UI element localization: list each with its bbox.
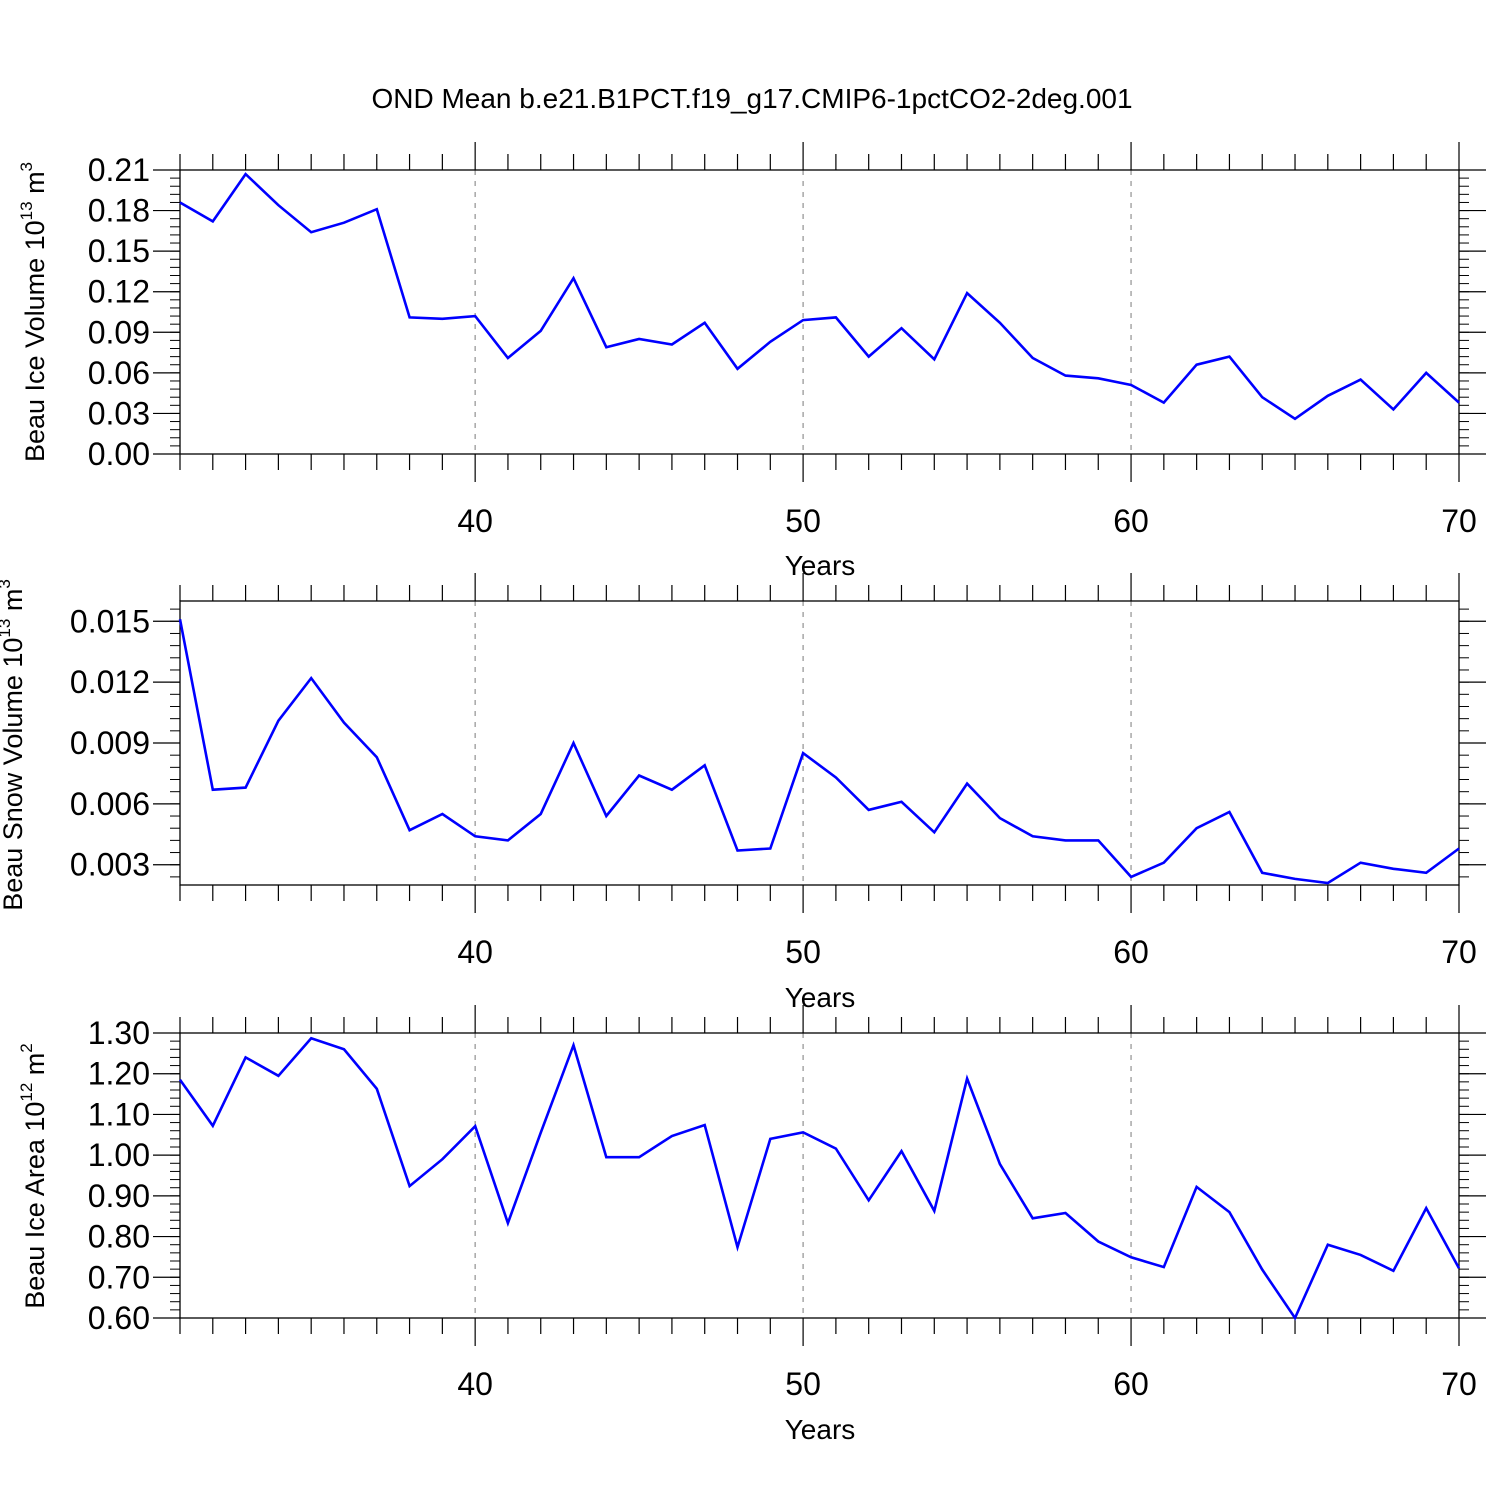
y-tick-label: 0.012	[70, 664, 150, 700]
x-tick-label: 70	[1441, 934, 1477, 970]
plot-frame	[179, 169, 1460, 455]
y-tick-label: 0.80	[88, 1219, 150, 1255]
y-axis-label: Beau Snow Volume 1013 m3	[0, 579, 28, 911]
y-tick-label: 0.009	[70, 725, 150, 761]
x-tick-label: 70	[1441, 503, 1477, 539]
x-tick-label: 40	[457, 1366, 493, 1402]
y-tick-label: 1.20	[88, 1056, 150, 1092]
y-tick-label: 0.006	[70, 786, 150, 822]
x-tick-label: 40	[457, 503, 493, 539]
x-axis-label: Years	[785, 1414, 856, 1445]
x-tick-label: 40	[457, 934, 493, 970]
panel-ice-volume: Beau Ice Volume 1013 m3 Years 40 50 60 70 0.…	[17, 142, 1486, 581]
x-axis-label: Years	[785, 982, 856, 1013]
x-tick-label: 60	[1113, 1366, 1149, 1402]
panel-snow-volume: Beau Snow Volume 1013 m3 Years 40 50 60 70 0…	[0, 573, 1486, 1013]
y-tick-label: 0.60	[88, 1300, 150, 1336]
x-tick-label: 50	[785, 503, 821, 539]
y-tick-label: 0.90	[88, 1178, 150, 1214]
y-tick-label: 0.003	[70, 847, 150, 883]
panel-ice-area: Beau Ice Area 1012 m2 Years 40 50 60 70 0.60…	[17, 1005, 1486, 1445]
y-tick-label: 1.00	[88, 1137, 150, 1173]
y-axis-label: Beau Ice Area 1012 m2	[17, 1043, 50, 1309]
chart-title: OND Mean b.e21.B1PCT.f19_g17.CMIP6-1pctC…	[371, 83, 1132, 114]
y-tick-label: 0.70	[88, 1259, 150, 1295]
x-tick-label: 50	[785, 934, 821, 970]
y-tick-label: 0.03	[88, 395, 150, 431]
y-axis-label: Beau Ice Volume 1013 m3	[17, 162, 50, 462]
y-tick-label: 0.09	[88, 314, 150, 350]
x-tick-label: 50	[785, 1366, 821, 1402]
y-tick-label: 0.21	[88, 152, 150, 188]
x-tick-label: 60	[1113, 503, 1149, 539]
plot-frame	[179, 1032, 1460, 1319]
y-tick-label: 1.10	[88, 1096, 150, 1132]
x-tick-label: 60	[1113, 934, 1149, 970]
y-tick-label: 0.00	[88, 436, 150, 472]
y-tick-label: 0.015	[70, 603, 150, 639]
y-tick-label: 0.06	[88, 355, 150, 391]
y-tick-label: 0.18	[88, 193, 150, 229]
x-tick-label: 70	[1441, 1366, 1477, 1402]
series-line	[178, 1036, 1461, 1321]
y-tick-label: 0.15	[88, 233, 150, 269]
x-axis-label: Years	[785, 550, 856, 581]
plot-frame	[179, 600, 1460, 886]
y-tick-label: 1.30	[88, 1015, 150, 1051]
series-line	[178, 619, 1460, 885]
y-tick-label: 0.12	[88, 274, 150, 310]
series-line	[179, 172, 1460, 421]
